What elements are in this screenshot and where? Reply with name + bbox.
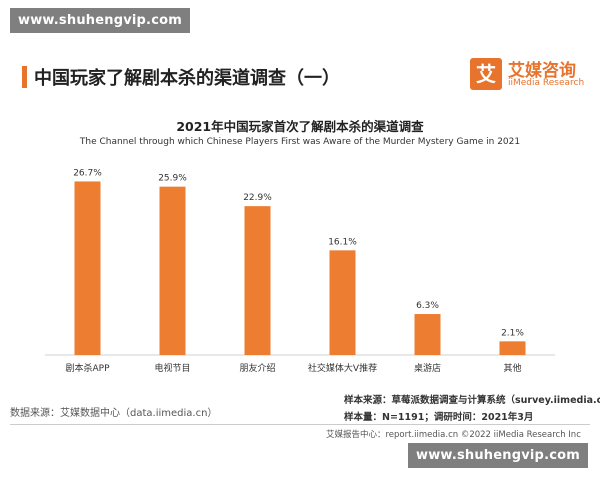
- bar-0: [74, 181, 101, 355]
- bar-value-label-0: 26.7%: [73, 168, 102, 178]
- data-source: 数据来源：艾媒数据中心（data.iimedia.cn）: [10, 408, 218, 419]
- title-accent-bar: [22, 66, 27, 88]
- logo-name-cn: 艾媒咨询: [508, 61, 576, 81]
- category-label-1: 电视节目: [154, 362, 190, 374]
- bar-value-label-3: 16.1%: [328, 237, 357, 247]
- bar-2: [244, 206, 271, 355]
- bar-5: [499, 341, 526, 355]
- logo-name-en: iiMedia Research: [508, 78, 585, 88]
- chart-subtitle: The Channel through which Chinese Player…: [79, 137, 521, 147]
- category-label-0: 剧本杀APP: [65, 362, 110, 374]
- bar-value-label-1: 25.9%: [158, 174, 187, 184]
- category-label-3: 社交媒体大V推荐: [308, 362, 377, 374]
- category-label-4: 桌游店: [414, 362, 441, 374]
- footer-divider: [10, 424, 590, 425]
- sample-source: 样本来源：草莓派数据调查与计算系统（survey.iimedia.cn）: [344, 395, 600, 406]
- bar-3: [329, 250, 356, 355]
- page-title: 中国玩家了解剧本杀的渠道调查（一）: [34, 68, 340, 89]
- category-label-2: 朋友介绍: [239, 362, 275, 374]
- bar-4: [414, 314, 441, 355]
- category-label-5: 其他: [503, 362, 521, 374]
- bar-value-label-4: 6.3%: [416, 301, 439, 311]
- watermark-bottom: www.shuhengvip.com: [408, 443, 588, 468]
- bar-1: [159, 186, 186, 355]
- bar-value-label-2: 22.9%: [243, 193, 272, 203]
- footer-text: 艾媒报告中心：report.iimedia.cn ©2022 iiMedia R…: [326, 430, 581, 440]
- chart-title: 2021年中国玩家首次了解剧本杀的渠道调查: [176, 119, 424, 134]
- sample-size: 样本量：N=1191；调研时间：2021年3月: [344, 412, 534, 423]
- watermark-top: www.shuhengvip.com: [10, 8, 190, 33]
- bar-value-label-5: 2.1%: [501, 328, 524, 338]
- iimedia-logo: 艾 艾媒咨询 iiMedia Research: [470, 56, 588, 96]
- logo-mark: 艾: [470, 58, 502, 90]
